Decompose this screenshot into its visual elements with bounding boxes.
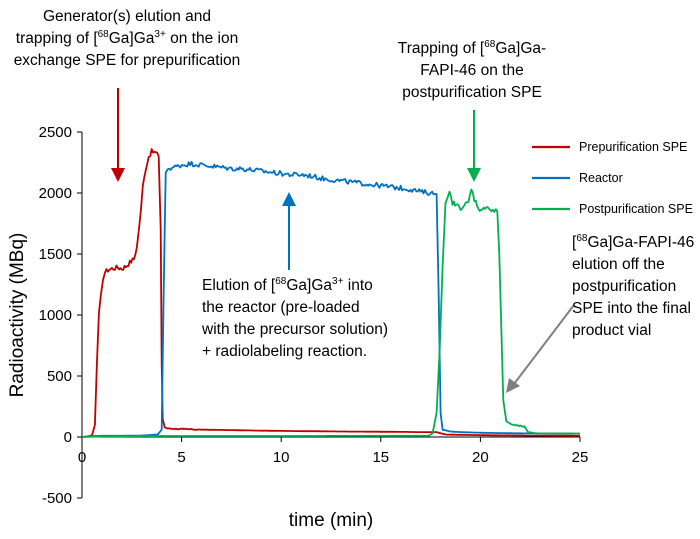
- annotation-generator-elution: Generator(s) elution and trapping of [68…: [13, 8, 241, 69]
- y-tick-label: 1500: [39, 246, 72, 263]
- final-vial-arrowhead: [506, 378, 520, 393]
- x-tick-label: 25: [572, 449, 589, 466]
- x-tick-label: 5: [177, 449, 185, 466]
- y-tick-label: 2500: [39, 124, 72, 141]
- annotation-final-elution: [68Ga]Ga-FAPI-46 elution off the postpur…: [572, 232, 695, 339]
- x-tick-label: 20: [472, 449, 489, 466]
- y-tick-label: 1000: [39, 307, 72, 324]
- annotation-reactor-elution: Elution of [68Ga]Ga3+ into the reactor (…: [202, 275, 389, 360]
- final-vial-arrow: [513, 304, 575, 385]
- series-line-reactor: [81, 160, 580, 438]
- series-line-postpurification-spe: [82, 188, 580, 438]
- reactor-arrowhead: [282, 192, 296, 206]
- x-tick-label: 15: [372, 449, 389, 466]
- y-axis-title: Radioactivity (MBq): [7, 233, 28, 398]
- legend-label: Prepurification SPE: [579, 140, 687, 154]
- annotation-trapping-fapi: Trapping of [68Ga]Ga- FAPI-46 on the pos…: [397, 38, 547, 101]
- y-tick-label: 0: [64, 429, 72, 446]
- x-axis-title: time (min): [289, 510, 373, 531]
- axes: -500 0 500 1000 1500 2000 2500 0 5 10 15 20 25 time (…: [7, 124, 588, 531]
- y-tick-label: 500: [47, 368, 72, 385]
- postpurification-arrowhead: [467, 168, 481, 182]
- prepurification-arrowhead: [111, 168, 125, 182]
- x-tick-label: 10: [273, 449, 290, 466]
- legend-label: Reactor: [579, 171, 623, 185]
- y-tick-label: 2000: [39, 185, 72, 202]
- series-layer: [81, 148, 580, 438]
- legend: Prepurification SPE Reactor Postpurificati…: [532, 140, 693, 216]
- annotation-arrows: [111, 88, 575, 393]
- legend-label: Postpurification SPE: [579, 202, 693, 216]
- y-tick-label: -500: [42, 490, 72, 507]
- x-tick-label: 0: [78, 449, 86, 466]
- series-line-prepurification-spe: [81, 148, 580, 438]
